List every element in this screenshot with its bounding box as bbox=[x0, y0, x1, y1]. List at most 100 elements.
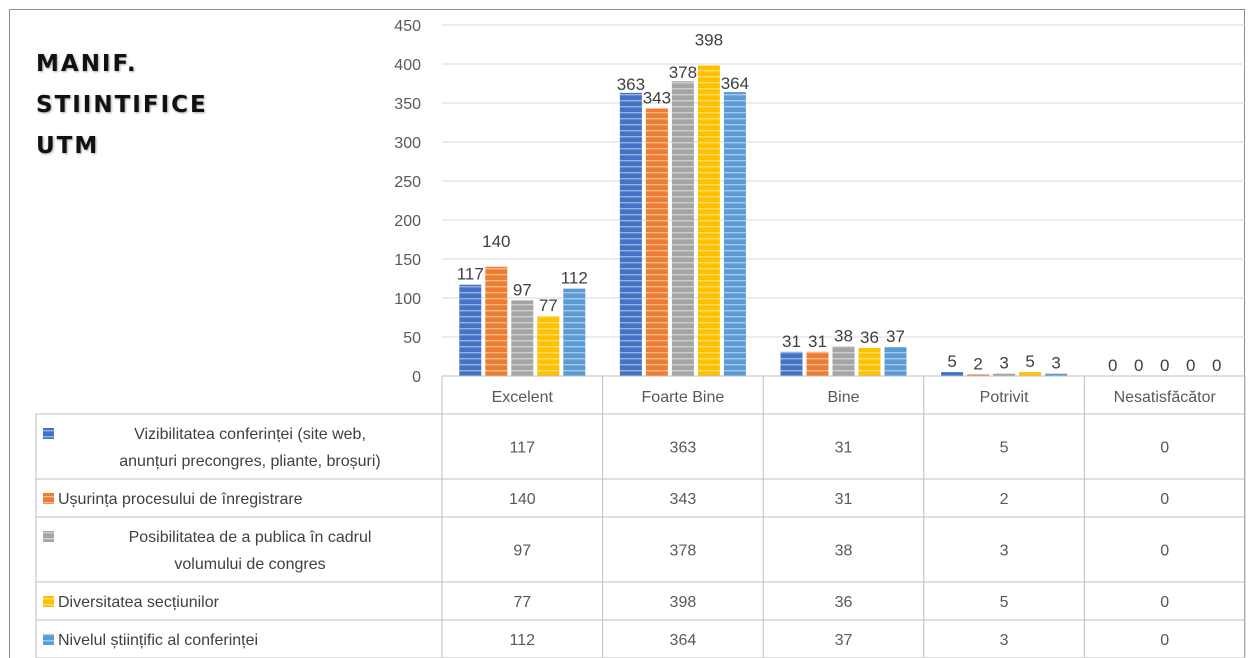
legend-key-texture bbox=[43, 531, 54, 542]
table-cell: 97 bbox=[513, 543, 531, 560]
data-label: 0 bbox=[1160, 356, 1169, 375]
data-label: 364 bbox=[721, 74, 749, 93]
table-cell: 31 bbox=[835, 491, 853, 508]
series-name: Nivelul științific al conferinței bbox=[58, 632, 258, 649]
y-tick-label: 400 bbox=[394, 57, 421, 74]
table-cell: 77 bbox=[513, 594, 531, 611]
table-cell: 0 bbox=[1160, 632, 1169, 649]
bar-texture bbox=[1019, 372, 1042, 376]
bars bbox=[459, 65, 1068, 377]
bar-texture bbox=[1045, 373, 1068, 376]
table-cell: 31 bbox=[835, 440, 853, 457]
table-cell: 140 bbox=[509, 491, 536, 508]
data-label: 378 bbox=[669, 63, 697, 82]
table-cell: 363 bbox=[670, 440, 697, 457]
series-name: Diversitatea secțiunilor bbox=[58, 594, 220, 611]
bar-texture bbox=[563, 288, 586, 376]
data-label: 31 bbox=[782, 332, 801, 351]
table-cell: 37 bbox=[835, 632, 853, 649]
table-cell: 398 bbox=[670, 594, 697, 611]
data-label: 36 bbox=[860, 328, 879, 347]
data-label: 363 bbox=[617, 75, 645, 94]
bar-texture bbox=[967, 374, 990, 376]
chart-title-line-1: MANIF. bbox=[36, 51, 138, 77]
series-name: Vizibilitatea conferinței (site web, bbox=[134, 426, 366, 443]
category-label: Nesatisfăcător bbox=[1114, 389, 1217, 406]
bar-texture bbox=[537, 315, 560, 376]
y-tick-label: 300 bbox=[394, 135, 421, 152]
category-label: Potrivit bbox=[980, 389, 1029, 406]
table-cell: 117 bbox=[510, 440, 536, 457]
legend-key-texture bbox=[43, 493, 54, 504]
data-label: 97 bbox=[513, 280, 532, 299]
table-cell: 38 bbox=[835, 543, 853, 560]
data-label: 398 bbox=[695, 31, 723, 50]
bar-texture bbox=[697, 65, 720, 376]
chart-title: MANIF. STIINTIFICE UTM bbox=[36, 44, 208, 167]
category-label: Excelent bbox=[492, 389, 554, 406]
table-cell: 36 bbox=[835, 594, 853, 611]
table-cell: 5 bbox=[1000, 440, 1009, 457]
table-cell: 2 bbox=[1000, 491, 1009, 508]
data-label: 31 bbox=[808, 332, 827, 351]
y-tick-label: 250 bbox=[394, 174, 421, 191]
data-label: 343 bbox=[643, 88, 671, 107]
series-name: Posibilitatea de a publica în cadrul bbox=[129, 529, 372, 546]
y-tick-label: 150 bbox=[394, 252, 421, 269]
y-tick-label: 50 bbox=[403, 330, 421, 347]
data-label: 77 bbox=[539, 296, 558, 315]
data-label: 140 bbox=[482, 232, 510, 251]
y-axis: 0 50 100 150 200 250 300 350 400 450 bbox=[394, 18, 421, 386]
data-label: 5 bbox=[947, 352, 956, 371]
bar-texture bbox=[671, 81, 694, 376]
y-tick-label: 0 bbox=[412, 369, 421, 386]
table-cell: 112 bbox=[510, 632, 536, 649]
table-cell: 343 bbox=[670, 491, 697, 508]
data-label: 37 bbox=[886, 327, 905, 346]
category-label: Bine bbox=[827, 389, 859, 406]
series-name: Ușurința procesului de înregistrare bbox=[58, 491, 303, 508]
series-name: volumului de congres bbox=[174, 556, 325, 573]
data-label: 3 bbox=[1051, 354, 1060, 373]
data-label: 117 bbox=[457, 265, 484, 284]
bar-texture bbox=[723, 92, 746, 376]
bar-texture bbox=[645, 108, 668, 377]
table-cell: 0 bbox=[1160, 594, 1169, 611]
bar-texture bbox=[511, 300, 534, 376]
y-tick-label: 200 bbox=[394, 213, 421, 230]
data-label: 3 bbox=[999, 354, 1008, 373]
legend-key-texture bbox=[43, 634, 54, 645]
bar-texture bbox=[941, 372, 964, 376]
table-cell: 5 bbox=[1000, 594, 1009, 611]
y-tick-label: 350 bbox=[394, 96, 421, 113]
table-cell: 0 bbox=[1160, 543, 1169, 560]
gridlines bbox=[442, 24, 1245, 377]
bar-texture bbox=[485, 266, 508, 376]
bar-texture bbox=[884, 347, 907, 376]
data-label: 2 bbox=[973, 354, 982, 373]
table-cell: 0 bbox=[1160, 440, 1169, 457]
legend-key-texture bbox=[43, 596, 54, 607]
y-tick-label: 100 bbox=[394, 291, 421, 308]
data-label: 112 bbox=[561, 269, 588, 288]
data-label: 38 bbox=[834, 326, 853, 345]
bar-texture bbox=[993, 373, 1016, 376]
bar-texture bbox=[780, 351, 803, 376]
data-label: 5 bbox=[1025, 352, 1034, 371]
chart-frame bbox=[9, 9, 1245, 658]
bar-texture bbox=[459, 284, 482, 376]
data-label: 0 bbox=[1212, 356, 1221, 375]
data-label: 0 bbox=[1186, 356, 1195, 375]
chart-title-line-3: UTM bbox=[36, 133, 100, 159]
table-cell: 378 bbox=[670, 543, 697, 560]
y-tick-label: 450 bbox=[394, 18, 421, 35]
table-cell: 0 bbox=[1160, 491, 1169, 508]
chart-title-line-2: STIINTIFICE bbox=[36, 92, 208, 118]
table-cell: 3 bbox=[1000, 632, 1009, 649]
table-cell: 364 bbox=[670, 632, 697, 649]
bar-texture bbox=[858, 347, 881, 376]
series-name: anunțuri precongres, pliante, broșuri) bbox=[119, 453, 380, 470]
legend-key-texture bbox=[43, 428, 54, 439]
